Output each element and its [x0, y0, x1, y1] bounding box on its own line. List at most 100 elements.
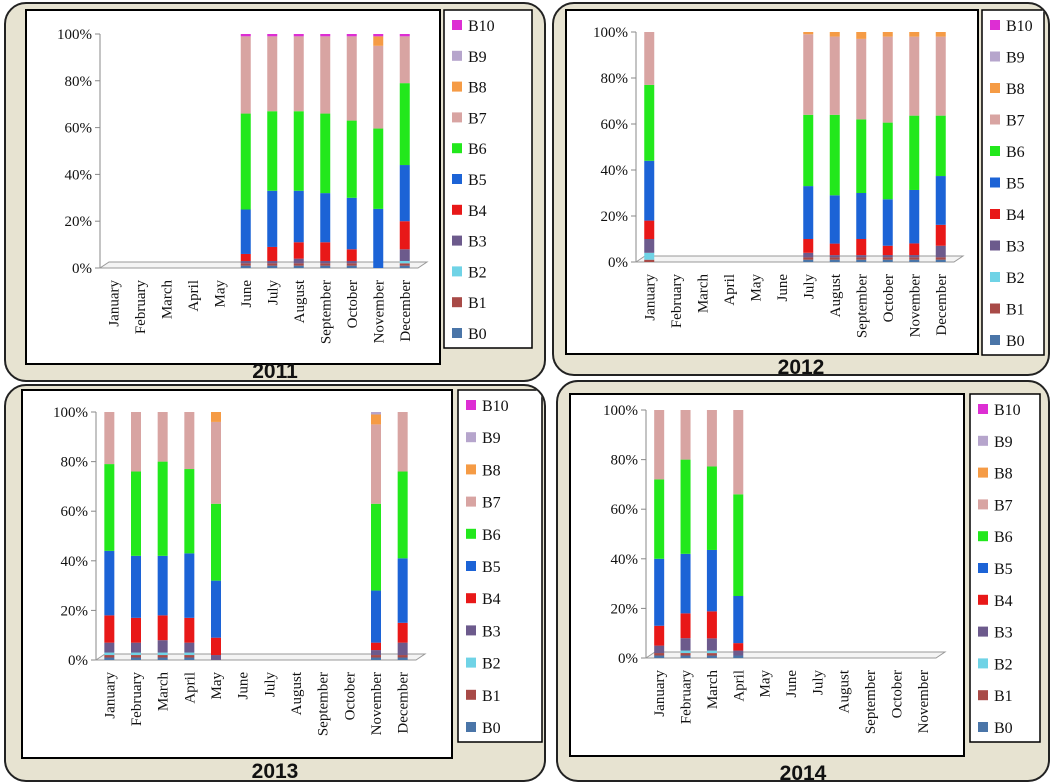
bar-segment-b1: [104, 655, 115, 658]
legend-label-b9: B9: [468, 49, 487, 66]
legend-swatch-b5: [452, 174, 462, 184]
bar-segment-b6: [184, 469, 195, 554]
bar-segment-b0: [680, 655, 691, 658]
bar-segment-b7: [157, 412, 168, 462]
x-tick-label: December: [398, 280, 414, 342]
bar-segment-b7: [644, 32, 655, 85]
x-tick-label: November: [916, 670, 932, 733]
bar-segment-b0: [856, 259, 867, 262]
bar-segment-b4: [267, 246, 278, 261]
bar-segment-b2: [399, 260, 410, 264]
x-tick-label: July: [801, 274, 817, 300]
x-tick-label: June: [239, 280, 255, 308]
legend-label-b1: B1: [994, 688, 1013, 705]
legend-label-b4: B4: [482, 591, 501, 608]
bar-segment-b4: [346, 249, 357, 261]
bar-segment-b0: [157, 657, 168, 660]
plot-frame: [25, 9, 441, 365]
bar-segment-b7: [829, 36, 840, 115]
x-tick-label: November: [907, 274, 923, 337]
legend-swatch-b4: [466, 593, 476, 604]
bar-segment-b4: [733, 643, 744, 651]
y-tick-label: 20%: [61, 603, 89, 619]
chart-floor: [634, 255, 965, 263]
bar-segment-b0: [909, 259, 920, 262]
bar-segment-b7: [371, 424, 381, 504]
bar-segment-b6: [240, 113, 251, 210]
legend-swatch-b1: [466, 689, 476, 700]
x-tick-label: September: [854, 274, 870, 338]
legend-swatch-b10: [452, 20, 462, 30]
legend-label-b2: B2: [482, 656, 501, 673]
x-tick-label: July: [262, 672, 278, 698]
x-tick-label: April: [722, 274, 738, 306]
legend-label-b10: B10: [994, 402, 1021, 419]
bar-segment-b6: [373, 128, 384, 209]
bar-segment-b4: [157, 615, 168, 641]
legend-swatch-b6: [466, 528, 476, 539]
legend-label-b2: B2: [468, 264, 487, 281]
bar-segment-b5: [346, 197, 357, 250]
x-tick-label: June: [784, 670, 800, 698]
bar-segment-b5: [211, 580, 221, 638]
legend-label-b3: B3: [994, 625, 1013, 642]
x-tick-label: January: [106, 280, 122, 327]
bar-segment-b1: [346, 263, 357, 266]
x-tick-label: February: [129, 672, 145, 727]
bar-segment-b7: [104, 412, 115, 465]
bar-segment-b0: [240, 265, 251, 268]
bar-segment-b4: [935, 224, 946, 246]
bar-segment-b0: [829, 259, 840, 262]
legend-label-b8: B8: [482, 462, 501, 479]
bar-segment-b5: [373, 208, 384, 268]
stacked-bar-chart-2014: 0% 20% 40% 60% 80% 100% January February March Ap…: [569, 393, 1041, 757]
bar-segment-b3: [856, 255, 867, 258]
bar-segment-b7: [803, 34, 814, 115]
bar-segment-b2: [680, 650, 691, 654]
legend-label-b8: B8: [994, 466, 1013, 483]
y-tick-label: 20%: [65, 214, 93, 230]
bar-segment-b6: [803, 114, 814, 187]
bar-segment-b0: [654, 655, 665, 658]
bar-segment-b1: [184, 655, 195, 658]
x-tick-label: November: [369, 672, 385, 735]
legend-swatch-b7: [978, 499, 988, 510]
bar-segment-b1: [293, 263, 304, 266]
bar-segment-b4: [371, 642, 381, 651]
legend-label-b7: B7: [482, 495, 501, 512]
y-tick-label: 40%: [601, 163, 629, 179]
bar-segment-b5: [267, 190, 278, 247]
legend-swatch-b0: [452, 328, 462, 338]
bar-segment-b2: [131, 652, 141, 656]
legend-swatch-b7: [466, 496, 476, 507]
bar-segment-b7: [373, 45, 384, 129]
chart-floor: [98, 261, 429, 269]
bar-segment-b1: [644, 259, 655, 262]
x-tick-label: October: [345, 280, 361, 328]
legend-swatch-b6: [990, 146, 1000, 156]
bar-segment-b5: [397, 558, 408, 623]
y-tick-label: 100%: [603, 403, 638, 419]
x-tick-label: May: [212, 280, 228, 308]
x-tick-label: July: [810, 670, 826, 696]
chart-panel-2013: 0% 20% 40% 60% 80% 100% January February March Ap…: [4, 384, 546, 782]
x-tick-label: September: [863, 670, 879, 734]
bar-segment-b5: [935, 176, 946, 225]
legend-swatch-b2: [990, 272, 1000, 282]
legend-swatch-b4: [990, 209, 1000, 219]
bar-segment-b3: [104, 642, 115, 653]
x-tick-label: March: [159, 280, 175, 320]
bar-segment-b6: [346, 120, 357, 198]
legend-label-b10: B10: [1006, 18, 1033, 35]
bar-segment-b7: [131, 412, 141, 472]
y-tick-label: 80%: [65, 74, 93, 90]
bar-segment-b5: [856, 193, 867, 239]
chart-year-title: 2013: [251, 760, 299, 782]
bar-segment-b4: [131, 617, 141, 643]
bar-segment-b5: [733, 596, 744, 644]
bar-segment-b3: [346, 260, 357, 264]
legend-swatch-b5: [466, 561, 476, 571]
bar-segment-b4: [654, 625, 665, 646]
legend-label-b3: B3: [468, 234, 487, 251]
bar-segment-b5: [829, 195, 840, 244]
